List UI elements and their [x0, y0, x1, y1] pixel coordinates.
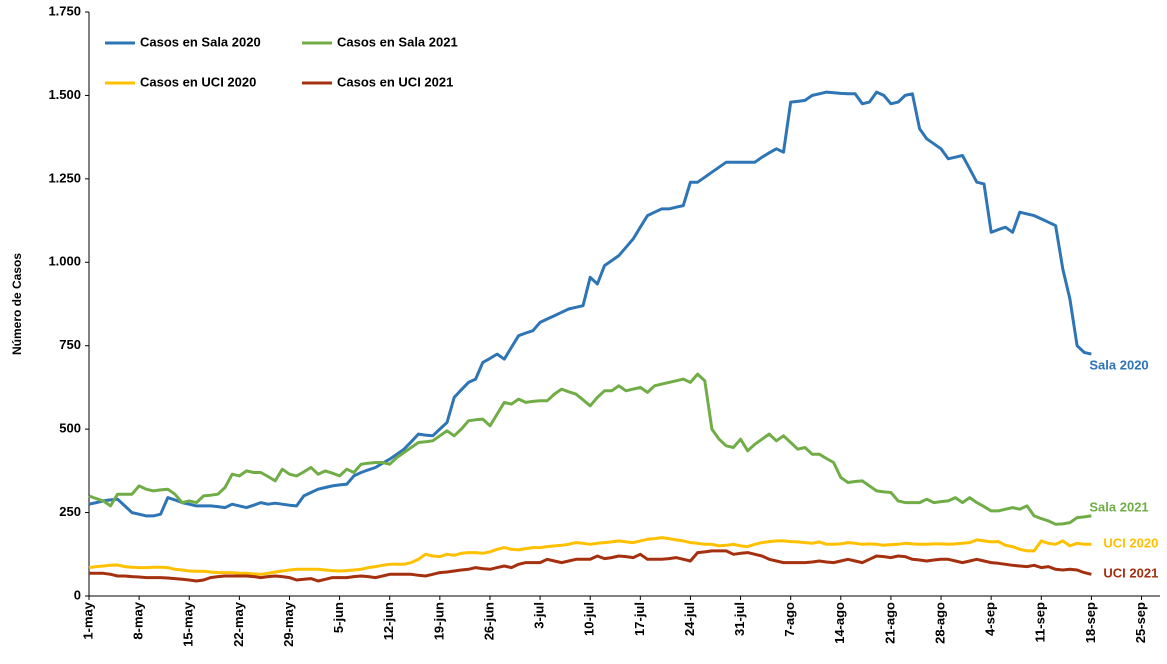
- x-tick-label: 17-jul: [632, 602, 647, 636]
- legend-label: Casos en UCI 2021: [337, 74, 453, 89]
- x-tick-label: 10-jul: [582, 602, 597, 636]
- x-tick-label: 18-sep: [1083, 602, 1098, 643]
- x-tick-label: 3-jul: [532, 602, 547, 629]
- series-line: [88, 536, 1092, 576]
- y-tick-label: 0: [74, 587, 81, 602]
- x-tick-label: 28-ago: [932, 602, 947, 644]
- x-tick-label: 1-may: [80, 601, 95, 639]
- x-tick-label: 22-may: [231, 601, 246, 647]
- y-tick-label: 1.250: [48, 170, 81, 185]
- x-tick-label: 24-jul: [682, 602, 697, 636]
- x-tick-label: 12-jun: [381, 602, 396, 640]
- y-tick-label: 1.500: [48, 87, 81, 102]
- series-end-label: Sala 2021: [1089, 499, 1148, 514]
- y-tick-label: 1.000: [48, 254, 81, 269]
- x-tick-label: 7-ago: [782, 602, 797, 637]
- x-tick-label: 15-may: [181, 601, 196, 647]
- series-end-label: UCI 2021: [1103, 566, 1158, 581]
- x-tick-label: 19-jun: [431, 602, 446, 640]
- x-tick-label: 26-jun: [481, 602, 496, 640]
- series-line: [88, 372, 1092, 526]
- x-tick-label: 25-sep: [1133, 602, 1148, 643]
- y-tick-label: 250: [59, 504, 81, 519]
- x-tick-label: 5-jun: [331, 602, 346, 633]
- series-line: [88, 90, 1092, 518]
- series-end-label: UCI 2020: [1103, 536, 1158, 551]
- x-tick-label: 4-sep: [983, 602, 998, 636]
- x-tick-label: 29-may: [281, 601, 296, 647]
- x-tick-label: 31-jul: [732, 602, 747, 636]
- x-tick-label: 11-sep: [1033, 602, 1048, 643]
- x-tick-label: 8-may: [131, 601, 146, 639]
- series-end-label: Sala 2020: [1089, 357, 1148, 372]
- legend-label: Casos en UCI 2020: [140, 74, 256, 89]
- y-tick-label: 750: [59, 337, 81, 352]
- legend-label: Casos en Sala 2020: [140, 34, 261, 49]
- x-tick-label: 21-ago: [882, 602, 897, 644]
- y-tick-label: 1.750: [48, 3, 81, 18]
- legend-label: Casos en Sala 2021: [337, 34, 458, 49]
- y-axis-title: Número de Casos: [10, 253, 24, 355]
- series-line: [89, 549, 1092, 583]
- y-tick-label: 500: [59, 421, 81, 436]
- x-tick-label: 14-ago: [832, 602, 847, 644]
